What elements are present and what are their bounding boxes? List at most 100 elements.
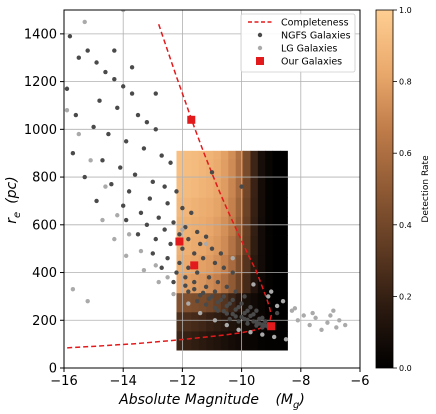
ngfs-galaxies-point [192, 287, 197, 292]
ngfs-galaxies-point [239, 184, 244, 189]
x-axis-ticks: −16 −14 −12 −10 −8 −6 [50, 368, 370, 389]
ngfs-galaxies-point [165, 201, 170, 206]
ngfs-galaxies-point [112, 48, 117, 53]
heatmap-cell [280, 178, 288, 198]
ngfs-galaxies-point [230, 297, 235, 303]
y-tick-label: 1200 [24, 75, 57, 90]
ngfs-galaxies-point [200, 256, 206, 261]
ngfs-galaxies-point [221, 294, 227, 299]
ngfs-galaxies-point [254, 308, 259, 313]
ngfs-galaxies-point [85, 48, 90, 53]
ngfs-galaxies-point [183, 224, 188, 230]
ngfs-galaxies-point [73, 112, 79, 118]
lg-galaxies-point [165, 275, 170, 280]
ngfs-galaxies-point [153, 91, 158, 96]
heatmap-cell [213, 311, 222, 332]
ngfs-galaxies-point [224, 311, 229, 316]
completeness-curve [64, 24, 272, 349]
ngfs-galaxies-point [233, 289, 238, 294]
lg-galaxies-point [230, 256, 235, 261]
heatmap-cell [183, 178, 192, 198]
ngfs-galaxies-point [144, 222, 150, 227]
y-axis-label-subscript: e [12, 212, 23, 218]
ngfs-galaxies-point [221, 265, 227, 270]
ngfs-galaxies-point [215, 308, 221, 313]
heatmap-cell [176, 331, 185, 351]
heatmap-cell [198, 235, 207, 256]
heatmap-cell [228, 273, 237, 294]
ngfs-galaxies-point [209, 246, 215, 251]
y-tick-label: 0 [49, 362, 57, 377]
ngfs-galaxies-point [206, 296, 212, 301]
lg-galaxies-point [121, 10, 126, 13]
heatmap-cell [191, 216, 200, 236]
heatmap-cell [235, 292, 244, 313]
lg-galaxies-point [248, 330, 253, 335]
x-tick-label: −10 [228, 374, 255, 389]
heatmap-cell [191, 178, 200, 198]
heatmap-cell [206, 254, 214, 275]
heatmap-cell [228, 254, 237, 275]
ngfs-galaxies-point [248, 304, 253, 310]
heatmap-cell [176, 311, 185, 332]
heatmap-cell [257, 273, 266, 294]
ngfs-galaxies-point [197, 241, 203, 247]
heatmap-cell [206, 311, 214, 332]
x-axis-label-subscript: g [293, 400, 299, 411]
ngfs-galaxies-point [174, 270, 179, 275]
heatmap-cell [250, 292, 259, 313]
x-axis-label-text: Absolute Magnitude [118, 392, 259, 408]
lg-galaxies-point [313, 315, 318, 321]
lg-galaxies-point [274, 303, 280, 309]
heatmap-cell [198, 197, 207, 217]
lg-galaxies-point [325, 320, 330, 325]
ngfs-galaxies-point [206, 275, 212, 280]
heatmap-cell [220, 273, 229, 294]
heatmap-cell [265, 254, 274, 275]
lg-galaxies-point [283, 337, 289, 342]
ngfs-galaxies-point [236, 319, 241, 324]
lg-galaxies-point [126, 232, 132, 237]
ngfs-galaxies-point [203, 284, 209, 290]
ngfs-galaxies-point [141, 146, 147, 151]
lg-galaxies-point [328, 313, 333, 318]
lg-galaxies-point [292, 306, 298, 311]
heatmap-cell [206, 150, 214, 160]
legend-lg-marker [257, 45, 263, 51]
ngfs-galaxies-point [144, 119, 150, 125]
ngfs-galaxies-point [189, 210, 194, 216]
heatmap-cell [280, 197, 288, 217]
heatmap-cell [243, 292, 251, 313]
heatmap-cell [198, 150, 207, 160]
heatmap-cell [176, 178, 185, 198]
heatmap-cell [176, 159, 185, 179]
heatmap-cell [191, 311, 200, 332]
heatmap-cell [198, 273, 207, 294]
heatmap-cell [183, 311, 192, 332]
heatmap-cell [176, 273, 185, 294]
ngfs-galaxies-point [123, 139, 129, 144]
lg-galaxies-point [260, 332, 265, 337]
ngfs-galaxies-point [174, 189, 179, 194]
lg-galaxies-point [156, 279, 161, 285]
heatmap-cell [243, 197, 251, 217]
heatmap-cell [235, 235, 244, 256]
ngfs-galaxies-point [212, 289, 218, 294]
heatmap-cell [213, 197, 222, 217]
ngfs-galaxies-point [112, 77, 117, 82]
lg-galaxies-point [271, 334, 277, 340]
ngfs-galaxies-point [153, 127, 158, 132]
heatmap-cell [183, 254, 192, 275]
ngfs-galaxies-point [100, 158, 105, 163]
heatmap-cell [243, 178, 251, 198]
heatmap-cell [265, 159, 274, 179]
heatmap-cell [265, 311, 274, 332]
lg-galaxies-point [153, 263, 158, 268]
lg-galaxies-point [115, 213, 120, 218]
ngfs-galaxies-point [242, 316, 247, 322]
heatmap-cell [213, 159, 222, 179]
lg-galaxies-point [141, 267, 147, 273]
heatmap-cell [280, 216, 288, 236]
heatmap-cell [198, 216, 207, 236]
ngfs-galaxies-point [103, 69, 108, 75]
